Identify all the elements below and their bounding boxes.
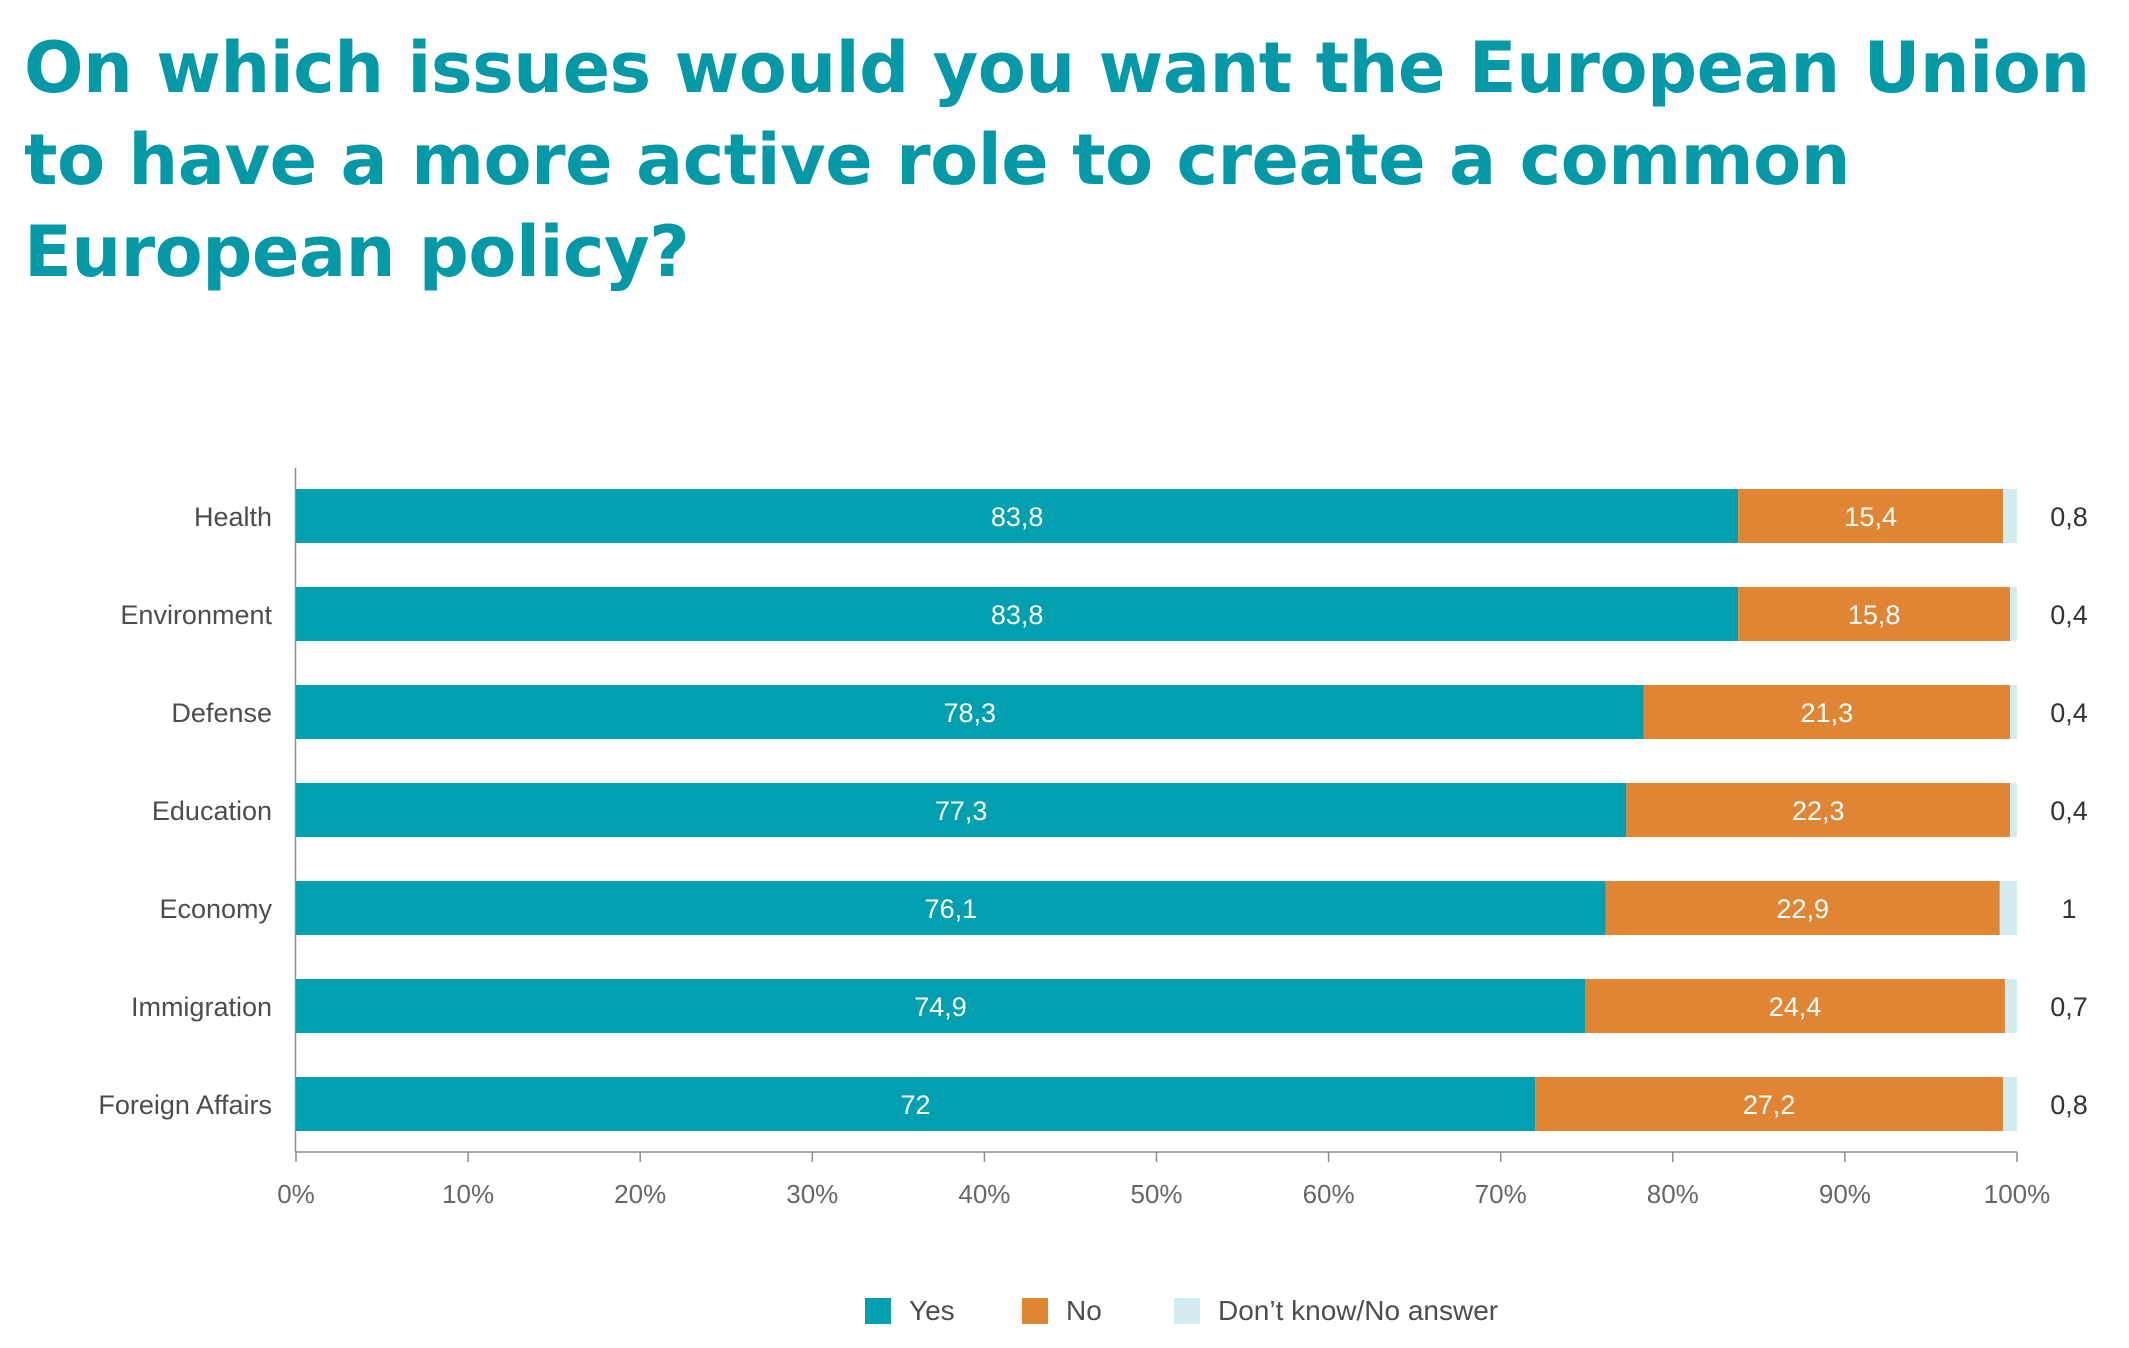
bar-segment-no [1643, 685, 2011, 739]
x-tick-label: 90% [1819, 1179, 1871, 1209]
category-label: Immigration [131, 992, 272, 1022]
bar-segment-dk [2010, 783, 2017, 837]
data-label-dont-know: 0,4 [2050, 600, 2088, 630]
data-label-dont-know: 1 [2061, 894, 2076, 924]
data-label-no: 15,4 [1844, 502, 1897, 532]
bar-segment-no [1626, 783, 2011, 837]
data-label-no: 27,2 [1743, 1090, 1796, 1120]
data-label-yes: 77,3 [935, 796, 988, 826]
x-tick-label: 40% [958, 1179, 1010, 1209]
bar-segment-yes [296, 783, 1627, 837]
x-tick-label: 100% [1984, 1179, 2051, 1209]
bar-segment-no [1585, 979, 2005, 1033]
data-label-dont-know: 0,8 [2050, 502, 2088, 532]
bar-segment-dk [2003, 489, 2017, 543]
data-label-yes: 83,8 [991, 502, 1044, 532]
bar-segment-no [1738, 489, 2004, 543]
data-label-dont-know: 0,4 [2050, 796, 2088, 826]
legend-label-dont-know: Don’t know/No answer [1218, 1295, 1499, 1326]
data-label-no: 22,9 [1776, 894, 1829, 924]
data-label-dont-know: 0,7 [2050, 992, 2088, 1022]
x-tick-label: 20% [614, 1179, 666, 1209]
x-tick-label: 30% [786, 1179, 838, 1209]
bar-segment-yes [296, 979, 1586, 1033]
bar-segment-dk [2004, 979, 2017, 1033]
data-label-yes: 83,8 [991, 600, 1044, 630]
data-label-no: 15,8 [1848, 600, 1901, 630]
bar-segment-yes [296, 1077, 1536, 1131]
x-tick-label: 50% [1130, 1179, 1182, 1209]
legend-label-yes: Yes [909, 1295, 955, 1326]
data-label-no: 21,3 [1801, 698, 1854, 728]
data-label-yes: 74,9 [914, 992, 967, 1022]
x-tick-label: 70% [1475, 1179, 1527, 1209]
x-tick-label: 60% [1303, 1179, 1355, 1209]
bar-segment-dk [2003, 1077, 2017, 1131]
bar-segment-yes [296, 685, 1644, 739]
bar-segment-dk [2010, 685, 2017, 739]
data-label-no: 22,3 [1792, 796, 1845, 826]
x-tick-label: 80% [1647, 1179, 1699, 1209]
legend-item-dont-know: Don’t know/No answer [1174, 1295, 1498, 1327]
bar-segment-no [1605, 881, 2000, 935]
legend-item-no: No [1022, 1295, 1102, 1327]
data-label-yes: 78,3 [943, 698, 996, 728]
category-label: Health [194, 502, 272, 532]
category-label: Foreign Affairs [98, 1090, 272, 1120]
bar-segment-dk [2010, 587, 2017, 641]
bar-segment-no [1535, 1077, 2004, 1131]
data-label-no: 24,4 [1769, 992, 1822, 1022]
bar-segment-dk [1999, 881, 2017, 935]
x-tick-label: 0% [277, 1179, 315, 1209]
category-label: Environment [120, 600, 272, 630]
legend-swatch-no [1022, 1298, 1048, 1324]
legend-item-yes: Yes [865, 1295, 955, 1327]
data-label-dont-know: 0,8 [2050, 1090, 2088, 1120]
legend-swatch-dont-know [1174, 1298, 1200, 1324]
data-label-dont-know: 0,4 [2050, 698, 2088, 728]
legend-swatch-yes [865, 1298, 891, 1324]
legend: Yes No Don’t know/No answer [0, 1295, 2129, 1335]
bar-segment-yes [296, 587, 1739, 641]
data-label-yes: 76,1 [925, 894, 978, 924]
category-label: Defense [171, 698, 272, 728]
chart-title: On which issues would you want the Europ… [24, 27, 2090, 293]
legend-label-no: No [1066, 1295, 1102, 1326]
x-tick-label: 10% [442, 1179, 494, 1209]
bar-segment-yes [296, 881, 1606, 935]
category-label: Economy [159, 894, 272, 924]
category-label: Education [152, 796, 272, 826]
data-label-yes: 72 [901, 1090, 931, 1120]
bar-segment-yes [296, 489, 1739, 543]
bar-segment-no [1738, 587, 2011, 641]
